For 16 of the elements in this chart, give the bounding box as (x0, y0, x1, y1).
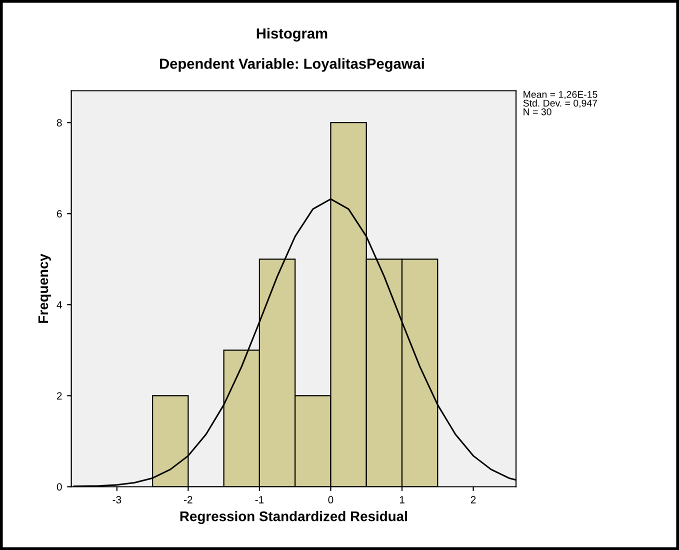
y-tick-label: 8 (56, 119, 62, 126)
y-tick-label: 2 (57, 392, 62, 400)
chart-subtitle: Dependent Variable: LoyalitasPegawai (160, 58, 424, 72)
x-tick-label: -2 (184, 496, 192, 504)
y-axis-title: Frequency (38, 254, 51, 323)
x-axis-title: Regression Standardized Residual (180, 511, 407, 524)
x-tick-label: -3 (112, 496, 122, 504)
y-tick-label: 6 (57, 210, 62, 218)
text: Mean = 1,26E-15 Std. Dev. = 0,947 N = 30 (523, 91, 598, 116)
y-tick-label: 4 (56, 301, 62, 308)
x-tick-label: 0 (328, 496, 334, 504)
x-tick-label: 2 (470, 496, 476, 504)
x-tick-label: -1 (255, 496, 264, 504)
chart-title: Histogram (256, 28, 328, 42)
x-tick-label: 1 (400, 496, 404, 504)
y-tick-label: 0 (56, 483, 62, 491)
